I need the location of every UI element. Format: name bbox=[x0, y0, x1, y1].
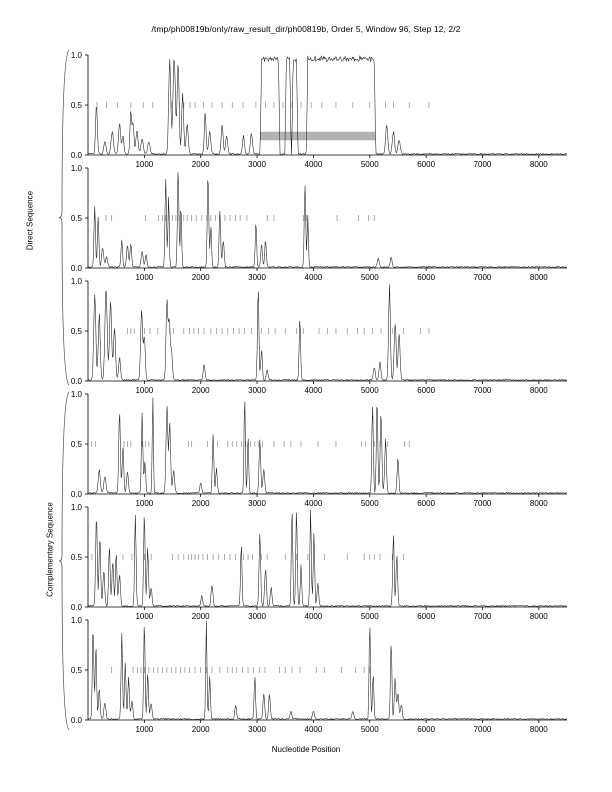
panel-5: 0.0 0.5 1.0 1000 2000 3000 4000 5000 6000 7000 800… bbox=[71, 503, 567, 621]
x-tick-label: 3000 bbox=[248, 725, 266, 734]
x-tick-label: 6000 bbox=[417, 160, 435, 169]
x-tick-label: 5000 bbox=[361, 273, 379, 282]
x-tick-label: 7000 bbox=[474, 612, 492, 621]
x-tick-label: 2000 bbox=[192, 386, 210, 395]
x-tick-label: 1000 bbox=[135, 499, 153, 508]
panel-6: 0.0 0.5 1.0 1000 2000 3000 4000 5000 6000 7000 800… bbox=[71, 616, 568, 734]
x-tick-label: 8000 bbox=[530, 499, 548, 508]
feature-markers bbox=[111, 667, 371, 673]
x-tick-label: 4000 bbox=[305, 725, 323, 734]
signal-trace bbox=[87, 172, 567, 268]
x-tick-label: 4000 bbox=[305, 160, 323, 169]
x-tick-label: 1000 bbox=[135, 160, 153, 169]
x-tick-label: 3000 bbox=[248, 160, 266, 169]
y-tick-label: 0.5 bbox=[71, 327, 83, 336]
x-tick-label: 3000 bbox=[248, 499, 266, 508]
x-tick-label: 3000 bbox=[248, 273, 266, 282]
y-tick-label: 1.0 bbox=[71, 616, 83, 625]
x-tick-label: 7000 bbox=[474, 725, 492, 734]
x-tick-label: 5000 bbox=[361, 160, 379, 169]
x-tick-label: 5000 bbox=[361, 386, 379, 395]
x-tick-label: 2000 bbox=[192, 725, 210, 734]
feature-markers bbox=[91, 554, 404, 560]
feature-markers bbox=[127, 328, 430, 334]
x-tick-label: 4000 bbox=[305, 612, 323, 621]
x-tick-label: 6000 bbox=[417, 725, 435, 734]
x-tick-label: 6000 bbox=[417, 499, 435, 508]
y-tick-label: 0.0 bbox=[71, 490, 83, 499]
signal-trace bbox=[87, 509, 567, 607]
y-tick-label: 1.0 bbox=[71, 164, 83, 173]
x-axis-label: Nucleotide Position bbox=[271, 745, 341, 754]
x-tick-label: 4000 bbox=[305, 273, 323, 282]
x-tick-label: 8000 bbox=[530, 160, 548, 169]
feature-markers bbox=[91, 441, 410, 447]
y-tick-label: 1.0 bbox=[71, 390, 83, 399]
y-tick-label: 0.0 bbox=[71, 377, 83, 386]
panel-4: 0.0 0.5 1.0 1000 2000 3000 4000 5000 6000 7000 800… bbox=[71, 390, 567, 508]
x-tick-label: 2000 bbox=[192, 273, 210, 282]
y-tick-label: 1.0 bbox=[71, 277, 83, 286]
x-tick-label: 4000 bbox=[305, 499, 323, 508]
x-tick-label: 1000 bbox=[135, 273, 153, 282]
x-tick-label: 7000 bbox=[474, 386, 492, 395]
highlight-band bbox=[259, 131, 376, 141]
x-tick-label: 7000 bbox=[474, 273, 492, 282]
feature-markers bbox=[96, 102, 430, 108]
x-tick-label: 1000 bbox=[135, 725, 153, 734]
y-tick-label: 0.5 bbox=[71, 553, 83, 562]
x-tick-label: 5000 bbox=[361, 499, 379, 508]
y-tick-label: 0.0 bbox=[71, 151, 83, 160]
panel-3: 0.0 0.5 1.0 1000 2000 3000 4000 5000 6000 7000 800… bbox=[71, 277, 567, 395]
x-tick-label: 8000 bbox=[530, 725, 548, 734]
x-tick-label: 5000 bbox=[361, 725, 379, 734]
y-tick-label: 0.5 bbox=[71, 214, 83, 223]
x-tick-label: 3000 bbox=[248, 386, 266, 395]
x-tick-label: 4000 bbox=[305, 386, 323, 395]
x-tick-label: 7000 bbox=[474, 499, 492, 508]
feature-markers bbox=[93, 215, 375, 221]
x-tick-label: 8000 bbox=[530, 273, 548, 282]
y-tick-label: 0.0 bbox=[71, 603, 83, 612]
x-tick-label: 1000 bbox=[135, 386, 153, 395]
y-tick-label: 1.0 bbox=[71, 51, 83, 60]
signal-trace bbox=[87, 55, 567, 155]
x-tick-label: 7000 bbox=[474, 160, 492, 169]
y-axis-label-complementary: Complementary Sequence bbox=[45, 502, 55, 597]
x-tick-label: 2000 bbox=[192, 499, 210, 508]
y-axis-label-direct: Direct Sequence bbox=[25, 190, 35, 251]
x-tick-label: 6000 bbox=[417, 386, 435, 395]
y-tick-label: 0.5 bbox=[71, 440, 83, 449]
x-tick-label: 6000 bbox=[417, 612, 435, 621]
x-tick-label: 2000 bbox=[192, 612, 210, 621]
y-tick-label: 0.0 bbox=[71, 264, 83, 273]
panel-1: 0.0 0.5 1.0 1000 2000 3000 4000 5000 6000 7000 800… bbox=[71, 51, 567, 169]
x-tick-label: 5000 bbox=[361, 612, 379, 621]
y-tick-label: 0.0 bbox=[71, 716, 83, 725]
signal-trace bbox=[87, 284, 567, 381]
x-tick-label: 3000 bbox=[248, 612, 266, 621]
x-tick-label: 2000 bbox=[192, 160, 210, 169]
x-tick-label: 6000 bbox=[417, 273, 435, 282]
figure-title: /tmp/ph00819b/only/raw_result_dir/ph0081… bbox=[151, 24, 461, 34]
x-tick-label: 8000 bbox=[530, 386, 548, 395]
brace-direct-sequence bbox=[58, 49, 70, 386]
x-tick-label: 1000 bbox=[135, 612, 153, 621]
x-tick-label: 8000 bbox=[530, 612, 548, 621]
brace-complementary-sequence bbox=[58, 391, 70, 731]
y-tick-label: 0.5 bbox=[71, 101, 83, 110]
signal-trace bbox=[87, 620, 568, 720]
y-tick-label: 1.0 bbox=[71, 503, 83, 512]
signal-trace bbox=[87, 397, 567, 494]
y-tick-label: 0.5 bbox=[71, 666, 83, 675]
panel-2: 0.0 0.5 1.0 1000 2000 3000 4000 5000 6000 7000 800… bbox=[71, 164, 567, 282]
